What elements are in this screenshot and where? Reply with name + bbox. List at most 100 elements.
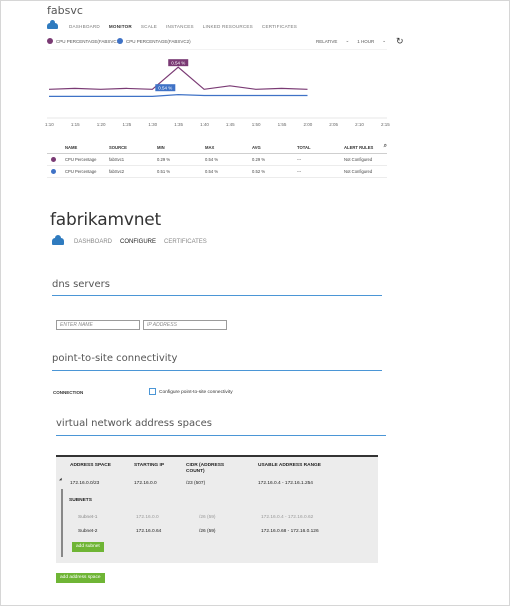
x-tick-label: 1:15 [70,122,80,127]
legend-item-fabsvc1[interactable]: CPU PERCENTAGE(FABSVC1) [47,38,121,44]
col-alert-rules[interactable]: ALERT RULES [344,145,374,150]
relative-dropdown[interactable]: RELATIVE [316,38,338,44]
x-tick-label: 1:25 [122,122,132,127]
x-tick-label: 1:10 [45,122,54,127]
col-name[interactable]: NAME [65,145,78,150]
subnet-range: 172.16.0.68 - 172.16.0.126 [261,529,319,534]
x-tick-label: 1:45 [225,122,235,127]
tab-linked-resources[interactable]: LINKED RESOURCES [202,23,253,29]
table-row[interactable]: CPU Percentage fabSvc2 0.51 % 0.54 % 0.5… [47,166,387,178]
col-starting-ip: STARTING IP [134,463,165,468]
col-cidr: CIDR (ADDRESS COUNT) [186,463,225,474]
x-tick-label: 1:20 [96,122,106,127]
tab-dashboard[interactable]: DASHBOARD [69,23,100,29]
chevron-down-icon[interactable]: ⌄ [382,38,387,43]
cell-max: 0.54 % [205,169,219,174]
tab-scale[interactable]: SCALE [140,23,157,29]
subnet-cidr[interactable]: /26 (59) [199,529,216,534]
section-divider [52,295,382,296]
tab-monitor[interactable]: MONITOR [108,23,132,29]
check-icon [51,169,56,174]
col-source[interactable]: SOURCE [109,145,127,150]
x-tick-label: 2:15 [381,122,390,127]
dns-name-input[interactable]: ENTER NAME [56,320,140,330]
x-tick-label: 2:05 [329,122,339,127]
section-title-vnet: virtual network address spaces [56,418,212,429]
callout-fabsvc2-label: 0.54 % [158,86,172,91]
col-avg[interactable]: AVG [252,145,261,150]
connection-label: CONNECTION [53,390,84,395]
tab-instances[interactable]: INSTANCES [166,23,194,29]
cell-source: fabSvc1 [109,157,125,162]
series-line-2 [49,93,308,98]
x-tick-label: 2:10 [355,122,364,127]
cloud-service-icon [47,20,58,29]
subnet-name[interactable]: Subnet-1 [78,515,98,520]
chevron-down-icon[interactable]: ⌄ [345,38,350,43]
legend-label: CPU PERCENTAGE(FABSVC1) [56,38,121,44]
subnets-block [61,489,375,557]
time-range-controls: RELATIVE ⌄ 1 HOUR ⌄ ↻ [316,36,404,46]
cell-avg: 0.29 % [252,157,266,162]
col-total[interactable]: TOTAL [297,145,311,150]
starting-ip-value[interactable]: 172.16.0.0 [134,481,157,486]
cell-alert[interactable]: Not Configured [344,157,373,162]
service-tabs: DASHBOARD MONITOR SCALE INSTANCES LINKED… [47,20,298,29]
cell-max: 0.54 % [205,157,219,162]
network-tabs: DASHBOARD CONFIGURE CERTIFICATES [52,235,207,245]
cpu-chart: 0.54 % 0.54 % [47,49,387,119]
x-tick-label: 1:40 [200,122,209,127]
section-divider [56,435,386,436]
table-row[interactable]: CPU Percentage fabSvc1 0.29 % 0.54 % 0.2… [47,154,387,166]
cell-name: CPU Percentage [65,169,97,174]
col-min[interactable]: MIN [157,145,165,150]
metrics-table: NAME SOURCE MIN MAX AVG TOTAL ALERT RULE… [47,142,387,178]
x-axis-ticks: 1:10 1:15 1:20 1:25 1:30 1:35 1:40 1:45 1:50 1:55… [45,122,390,130]
cell-min: 0.51 % [157,169,171,174]
section-divider [52,370,382,371]
legend-item-fabsvc2[interactable]: CPU PERCENTAGE(FABSVC2) [117,38,191,44]
cloud-network-icon [52,235,64,245]
address-space-value[interactable]: 172.16.0.0/23 [70,481,100,486]
tab-certificates[interactable]: CERTIFICATES [164,238,207,245]
subnet-cidr[interactable]: /26 (59) [199,515,216,520]
chart-legend: CPU PERCENTAGE(FABSVC1) CPU PERCENTAGE(F… [47,38,387,48]
tab-dashboard[interactable]: DASHBOARD [74,238,113,245]
subnet-name[interactable]: Subnet-2 [78,529,98,534]
cell-min: 0.29 % [157,157,171,162]
cell-total: --- [297,157,302,162]
section-title-p2s: point-to-site connectivity [52,353,178,364]
x-tick-label: 1:50 [251,122,261,127]
tab-configure[interactable]: CONFIGURE [120,238,157,245]
table-header: NAME SOURCE MIN MAX AVG TOTAL ALERT RULE… [47,142,387,154]
add-address-space-button[interactable]: add address space [56,573,105,583]
row-check[interactable] [51,157,58,162]
service-title: fabsvc [47,4,83,17]
cell-avg: 0.52 % [252,169,266,174]
subnet-start[interactable]: 172.16.0.64 [136,529,162,534]
col-max[interactable]: MAX [205,145,215,150]
tab-certificates[interactable]: CERTIFICATES [261,23,298,29]
address-space-panel: ADDRESS SPACE STARTING IP CIDR (ADDRESS … [56,455,378,563]
row-check[interactable] [51,169,58,174]
x-tick-label: 2:00 [303,122,313,127]
x-tick-label: 1:35 [174,122,183,127]
subnets-label: SUBNETS [69,498,92,503]
col-address-space: ADDRESS SPACE [70,463,111,468]
section-title-dns: dns servers [52,279,110,290]
usable-range-value: 172.16.0.4 - 172.16.1.254 [258,481,313,486]
subnet-start[interactable]: 172.16.0.0 [136,515,159,520]
range-dropdown[interactable]: 1 HOUR [357,38,375,44]
dns-ip-input[interactable]: IP ADDRESS [143,320,227,330]
p2s-checkbox-label[interactable]: Configure point-to-site connectivity [159,390,233,395]
p2s-checkbox[interactable] [149,388,156,395]
check-icon [51,157,56,162]
callout-fabsvc2-box [155,84,176,92]
col-usable-range: USABLE ADDRESS RANGE [258,463,321,468]
collapse-triangle-icon[interactable]: ◢ [59,477,62,481]
refresh-icon[interactable]: ↻ [396,36,404,46]
search-icon[interactable]: ⌕ [383,143,387,149]
add-subnet-button[interactable]: add subnet [72,542,104,552]
cell-alert[interactable]: Not Configured [344,169,373,174]
cell-source: fabSvc2 [109,169,125,174]
